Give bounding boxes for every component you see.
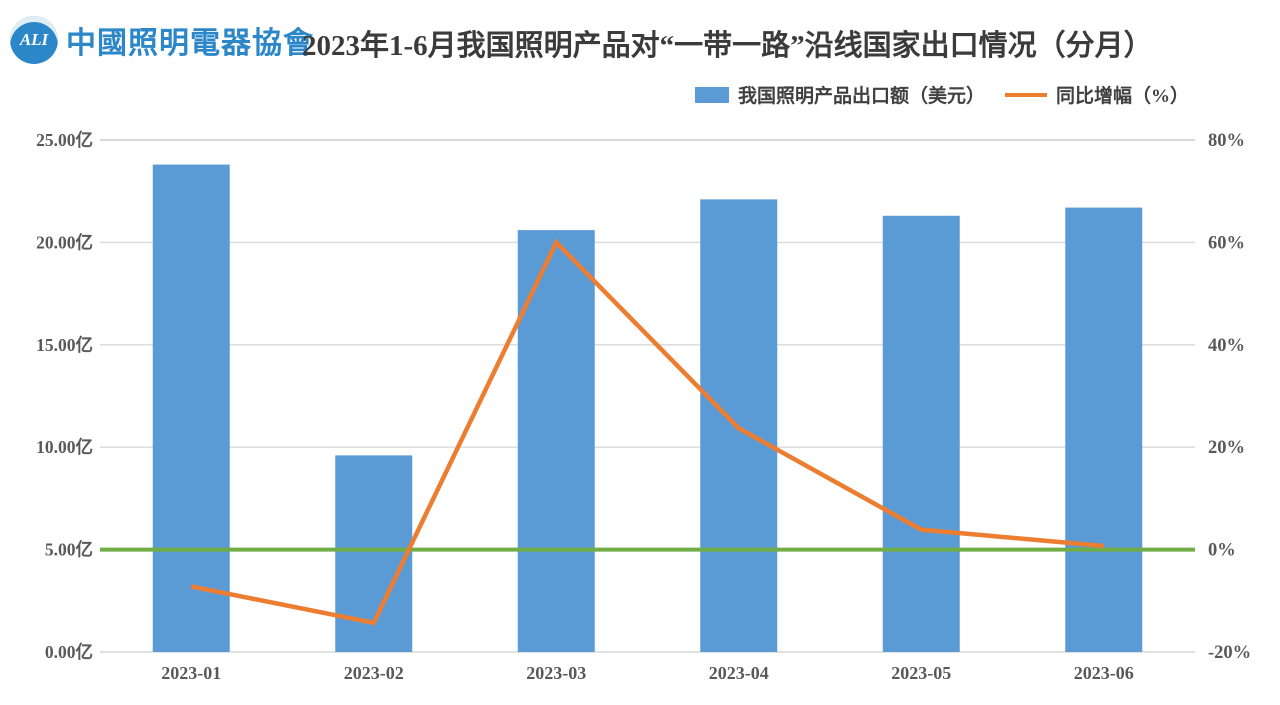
right-axis-tick: 60%	[1208, 233, 1245, 253]
logo-abbr: ALI	[19, 30, 49, 49]
legend-growth-label: 同比增幅（%）	[1056, 86, 1190, 107]
x-axis-label: 2023-01	[161, 663, 221, 683]
left-axis-tick: 25.00亿	[36, 130, 93, 150]
legend-export-label: 我国照明产品出口额（美元）	[738, 86, 986, 107]
legend-item-export: 我国照明产品出口额（美元）	[695, 81, 985, 108]
cali-logo-icon: ALI	[10, 16, 58, 64]
x-axis-label: 2023-06	[1074, 663, 1134, 683]
header-logo: ALI 中國照明電器協會	[10, 14, 314, 66]
right-axis-tick: 40%	[1208, 336, 1245, 356]
logo-org-name: 中國照明電器協會	[66, 27, 314, 60]
bar-2023-06	[1065, 207, 1143, 653]
right-axis-tick: -20%	[1208, 643, 1251, 663]
left-axis-tick: 15.00亿	[36, 335, 93, 355]
x-axis-label: 2023-02	[344, 663, 404, 683]
legend-line-swatch-icon	[1005, 92, 1048, 97]
legend-item-growth: 同比增幅（%）	[995, 81, 1189, 108]
bar-2023-05	[882, 215, 960, 652]
left-axis-tick: 10.00亿	[36, 437, 93, 457]
right-axis-tick: 80%	[1208, 131, 1245, 151]
right-axis-tick: 0%	[1208, 541, 1236, 561]
right-axis-tick: 20%	[1208, 438, 1245, 458]
chart-legend: 我国照明产品出口额（美元） 同比增幅（%）	[695, 81, 1189, 108]
left-axis-tick: 0.00亿	[45, 642, 93, 662]
left-axis-tick: 20.00亿	[36, 232, 93, 252]
growth-line	[190, 238, 1104, 626]
legend-bar-swatch-icon	[695, 86, 729, 103]
x-axis-label: 2023-04	[709, 663, 769, 683]
x-axis-label: 2023-05	[891, 663, 951, 683]
chart-title: 2023年1-6月我国照明产品对“一带一路”沿线国家出口情况（分月）	[302, 30, 1153, 62]
left-axis-tick: 5.00亿	[45, 540, 93, 560]
x-axis-label: 2023-03	[526, 663, 586, 683]
bar-2023-01	[152, 164, 230, 653]
